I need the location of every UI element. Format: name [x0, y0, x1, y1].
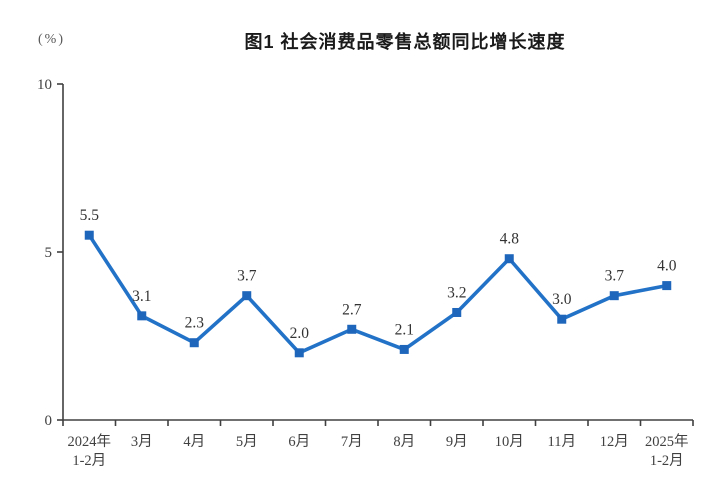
data-point-label: 3.7 — [237, 268, 257, 285]
x-category-label: 1-2月 — [650, 453, 684, 469]
data-point-marker — [662, 281, 672, 291]
data-point-marker — [609, 291, 619, 301]
data-point-marker — [137, 311, 147, 321]
x-category-label: 1-2月 — [72, 453, 106, 469]
x-category-label: 7月 — [341, 434, 363, 450]
x-category-label: 9月 — [446, 434, 468, 450]
data-point-marker — [452, 307, 462, 317]
data-point-label: 4.8 — [500, 231, 520, 248]
y-axis-unit-label: (%) — [38, 32, 65, 47]
data-point-label: 2.0 — [290, 325, 310, 342]
data-point-label: 4.0 — [657, 258, 677, 275]
y-tick-label: 5 — [45, 245, 53, 261]
data-point-label: 3.1 — [132, 288, 151, 305]
x-category-label: 6月 — [288, 434, 310, 450]
data-point-label: 3.0 — [552, 291, 572, 308]
data-point-label: 2.3 — [185, 315, 205, 332]
axis-line — [62, 84, 693, 421]
series-line — [87, 234, 668, 355]
x-category-label: 10月 — [495, 434, 524, 450]
data-point-label: 2.1 — [395, 321, 414, 338]
x-category-label: 11月 — [548, 434, 576, 450]
data-point-marker — [294, 348, 304, 358]
data-point-marker — [557, 314, 567, 324]
data-point-marker — [242, 291, 252, 301]
data-point-marker — [84, 230, 94, 240]
x-category-label: 12月 — [600, 434, 629, 450]
chart-title: 图1 社会消费品零售总额同比增长速度 — [244, 32, 566, 52]
y-tick-label: 10 — [37, 77, 52, 93]
data-point-marker — [399, 344, 409, 354]
data-point-label: 3.7 — [605, 268, 625, 285]
x-category-label: 3月 — [131, 434, 153, 450]
x-category-label: 4月 — [183, 434, 205, 450]
data-point-label: 2.7 — [342, 301, 362, 318]
data-point-marker — [504, 254, 514, 264]
data-point-label: 3.2 — [447, 284, 466, 301]
y-tick-label: 0 — [45, 413, 53, 429]
x-category-label: 2024年 — [68, 433, 112, 450]
data-point-marker — [347, 324, 357, 334]
x-category-label: 5月 — [236, 434, 258, 450]
data-point-label: 5.5 — [80, 207, 100, 224]
data-point-marker — [189, 338, 199, 348]
x-category-label: 8月 — [393, 434, 415, 450]
x-category-label: 2025年 — [645, 433, 689, 450]
